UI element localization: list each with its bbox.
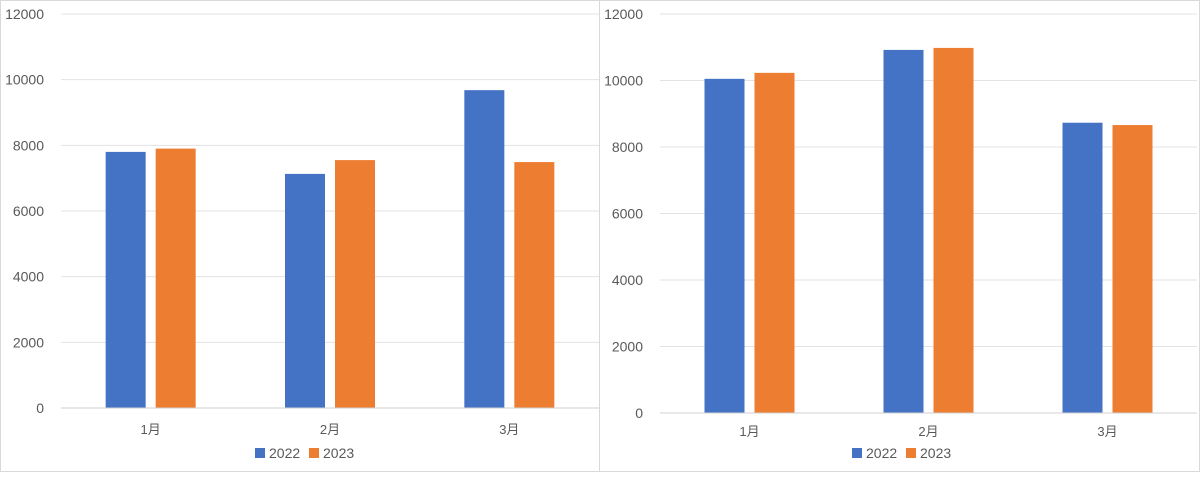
bar-chart-left: 0 2000 4000 6000 8000 10000 12000 1月 2月 3月 2022 202…	[5, 6, 599, 461]
legend-swatch-left-2023	[309, 448, 319, 458]
bar-left-2023-2	[335, 160, 375, 408]
bar-right-2023-3	[1112, 125, 1153, 414]
x-category-label-left-3: 3月	[499, 422, 519, 437]
bar-right-2022-3	[1062, 122, 1103, 413]
legend-label-right-2023: 2023	[920, 445, 951, 461]
x-category-label-left-1: 1月	[141, 422, 161, 437]
bar-right-2022-1	[704, 78, 745, 414]
bar-chart-right: 0 2000 4000 6000 8000 10000 12000 1月 2月 3月 2022 202…	[604, 6, 1197, 461]
bar-right-2023-2	[933, 47, 974, 413]
x-category-label-right-3: 3月	[1097, 424, 1117, 439]
legend-swatch-right-2023	[906, 448, 916, 458]
legend-label-right-2022: 2022	[866, 445, 897, 461]
y-tick-label-right-12000: 12000	[604, 6, 643, 22]
y-tick-label-left-0: 0	[36, 400, 44, 416]
y-tick-label-left-2000: 2000	[13, 334, 44, 350]
x-category-label-left-2: 2月	[320, 422, 340, 437]
x-category-label-right-2: 2月	[918, 424, 938, 439]
y-tick-label-left-4000: 4000	[13, 269, 44, 285]
legend-label-left-2022: 2022	[269, 445, 300, 461]
y-tick-label-left-10000: 10000	[5, 72, 44, 88]
y-tick-label-right-8000: 8000	[612, 139, 643, 155]
bar-left-2022-3	[464, 90, 505, 408]
legend-swatch-right-2022	[852, 448, 862, 458]
bar-right-2023-1	[754, 72, 795, 413]
bar-left-2022-1	[105, 151, 146, 408]
bar-left-2023-1	[155, 148, 196, 408]
y-tick-label-right-2000: 2000	[612, 339, 643, 355]
y-tick-label-right-0: 0	[635, 405, 643, 421]
bar-right-2022-2	[883, 49, 924, 413]
y-tick-label-right-10000: 10000	[604, 73, 643, 89]
y-tick-label-right-4000: 4000	[612, 272, 643, 288]
legend-label-left-2023: 2023	[323, 445, 354, 461]
y-tick-label-left-12000: 12000	[5, 6, 44, 22]
bar-left-2023-3	[514, 162, 555, 408]
legend-swatch-left-2022	[255, 448, 265, 458]
y-tick-label-right-6000: 6000	[612, 206, 643, 222]
y-tick-label-left-6000: 6000	[13, 203, 44, 219]
bar-left-2022-2	[285, 173, 325, 408]
y-tick-label-left-8000: 8000	[13, 137, 44, 153]
x-category-label-right-1: 1月	[739, 424, 759, 439]
chart-panel-right: 0 2000 4000 6000 8000 10000 12000 1月 2月 3月 2022 202…	[600, 0, 1200, 472]
chart-panel-left: 0 2000 4000 6000 8000 10000 12000 1月 2月 3月 2022 202…	[0, 0, 600, 472]
